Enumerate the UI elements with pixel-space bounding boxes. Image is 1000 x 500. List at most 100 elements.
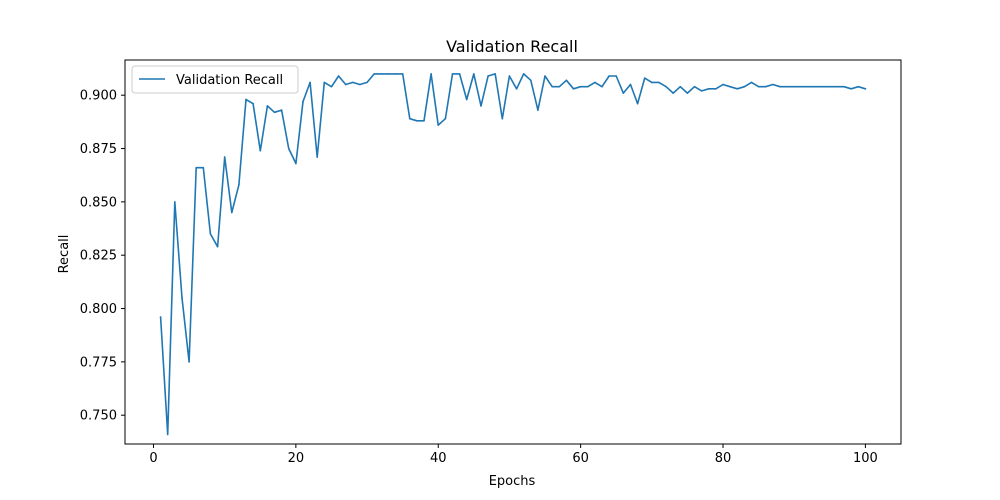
chart-title: Validation Recall [446,37,578,56]
data-point [707,88,710,90]
data-point [843,85,845,88]
data-point [622,92,625,94]
data-point [238,184,240,186]
data-point [330,85,333,88]
data-point [686,92,689,94]
data-point [608,75,610,77]
data-point [280,109,283,111]
data-point [487,75,489,77]
data-point [579,85,582,88]
x-tick-label: 60 [572,451,589,466]
data-point [366,81,368,84]
y-tick-label: 0.850 [80,195,117,210]
data-point [750,81,753,84]
data-point [651,81,653,84]
data-point [864,88,867,90]
data-point [394,73,397,75]
y-tick-label: 0.875 [80,142,117,157]
data-point [757,85,760,88]
data-point [515,88,518,90]
data-point [181,297,183,299]
data-point [302,100,304,103]
series-points [159,73,867,436]
data-point [629,83,632,86]
data-point [729,85,731,88]
data-point [216,245,219,248]
data-point [344,83,347,86]
data-point [679,85,682,88]
data-point [786,85,788,88]
data-point [259,149,262,152]
data-point [544,75,546,77]
data-point [722,83,724,86]
data-point [494,73,497,75]
data-point [323,81,326,84]
data-point [501,117,504,120]
legend-label: Validation Recall [176,73,283,88]
data-point [594,81,596,84]
data-point [245,98,247,101]
data-point [401,73,404,75]
x-tick-label: 80 [715,451,732,466]
data-point [565,79,568,82]
data-point [601,85,603,88]
data-point [373,73,375,75]
data-point [316,156,319,158]
data-point [309,81,311,84]
data-point [793,85,796,88]
legend: Validation Recall [131,65,299,94]
data-point [529,79,532,82]
data-point [359,83,361,86]
data-point [643,77,646,79]
x-tick-label: 20 [288,451,305,466]
data-point [508,75,511,77]
data-point [800,85,803,88]
data-point [736,88,739,90]
x-axis-ticks: 0 20 40 60 80 100 [149,444,878,466]
data-point [166,433,169,436]
data-point [636,102,639,105]
data-point [188,361,190,363]
y-tick-label: 0.750 [80,409,117,424]
data-point [380,73,383,75]
data-point [558,85,561,88]
data-point [408,117,411,120]
data-point [693,85,696,88]
data-point [209,233,212,235]
data-point [202,166,205,169]
y-tick-label: 0.900 [80,89,117,104]
data-point [423,120,425,122]
data-point [287,147,290,150]
data-point [850,88,852,90]
data-point [715,88,717,90]
y-tick-label: 0.800 [80,302,117,317]
data-point [779,85,781,88]
data-point [572,88,575,90]
x-tick-label: 0 [149,451,157,466]
data-point [458,73,461,75]
data-point [522,73,525,75]
data-point [772,83,774,86]
data-point [586,85,589,88]
data-point [416,120,418,122]
data-point [807,85,810,88]
series-line-validation-recall [159,73,867,436]
data-point [195,166,197,169]
plot-area: 0 20 40 60 80 100 0.7500.7750.8000.8250.8500.… [80,59,902,466]
data-point [352,81,354,84]
data-point [174,201,176,203]
data-point [266,105,269,107]
data-point [480,105,482,107]
data-point [672,92,674,94]
x-tick-label: 100 [853,451,878,466]
data-point [444,117,447,120]
data-point [387,73,390,75]
data-point [451,73,454,75]
y-axis-label: Recall [57,235,72,274]
data-point [857,85,860,88]
data-point [337,75,340,77]
data-point [473,73,475,75]
y-tick-label: 0.825 [80,249,117,264]
plot-frame [124,59,902,445]
